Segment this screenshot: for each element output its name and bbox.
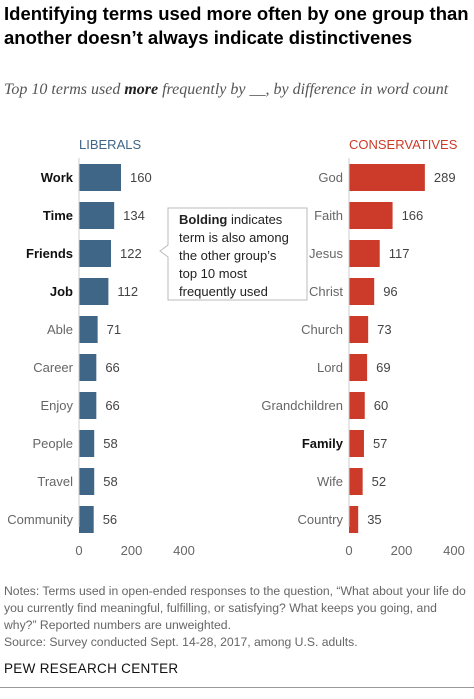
liberals-category-label: Friends <box>26 246 73 261</box>
liberals-bar <box>79 202 115 229</box>
liberals-bar <box>79 354 97 381</box>
callout-text: Bolding indicates term is also among the… <box>179 212 292 299</box>
subtitle-post: frequently by __, by difference in word … <box>158 81 449 98</box>
liberals-category-label: Able <box>47 322 73 337</box>
conservatives-value-label: 57 <box>373 436 387 451</box>
conservatives-value-label: 35 <box>367 512 381 527</box>
liberals-bar <box>79 164 121 191</box>
chart-subtitle: Top 10 terms used more frequently by __,… <box>4 79 470 100</box>
liberals-value-label: 122 <box>120 246 142 261</box>
liberals-category-label: Job <box>50 284 73 299</box>
conservatives-category-label: Country <box>297 512 343 527</box>
pew-research-center-logo: PEW RESEARCH CENTER <box>4 661 179 676</box>
bolding-callout: Bolding indicates term is also among the… <box>159 207 308 301</box>
liberals-bar <box>79 468 95 495</box>
liberals-bar <box>79 278 109 305</box>
conservatives-panel: God 289 Faith 166 Jesus 117 Christ 96 Church 73 Lo… <box>261 158 465 558</box>
liberals-value-label: 58 <box>103 436 117 451</box>
conservatives-tick-label: 200 <box>391 543 413 558</box>
conservatives-bar <box>349 202 393 229</box>
conservatives-value-label: 73 <box>377 322 391 337</box>
conservatives-value-label: 166 <box>402 208 424 223</box>
conservatives-category-label: Church <box>301 322 343 337</box>
liberals-value-label: 134 <box>123 208 145 223</box>
conservatives-tick-label: 0 <box>345 543 352 558</box>
liberals-value-label: 112 <box>117 284 138 299</box>
bar-charts: LIBERALS CONSERVATIVES Work 160 Time 134 Fri… <box>7 137 465 558</box>
conservatives-category-label: Jesus <box>309 246 343 261</box>
conservatives-bar <box>349 316 369 343</box>
conservatives-category-label: Family <box>302 436 344 451</box>
conservatives-heading: CONSERVATIVES <box>349 137 458 152</box>
liberals-value-label: 58 <box>103 474 117 489</box>
liberals-value-label: 66 <box>105 360 119 375</box>
liberals-value-label: 66 <box>105 398 119 413</box>
liberals-category-label: Time <box>43 208 73 223</box>
liberals-bar <box>79 392 97 419</box>
liberals-bar <box>79 506 94 533</box>
liberals-category-label: People <box>33 436 73 451</box>
conservatives-value-label: 60 <box>374 398 388 413</box>
conservatives-value-label: 117 <box>389 246 410 261</box>
liberals-panel: Work 160 Time 134 Friends 122 Job 112 Able 71 Care… <box>7 158 195 558</box>
conservatives-bar <box>349 278 375 305</box>
conservatives-bar <box>349 392 365 419</box>
subtitle-pre: Top 10 terms used <box>4 81 125 98</box>
source: Source: Survey conducted Sept. 14-28, 20… <box>4 635 358 649</box>
liberals-bar <box>79 430 95 457</box>
conservatives-bar <box>349 240 380 267</box>
conservatives-category-label: Faith <box>314 208 343 223</box>
liberals-category-label: Community <box>7 512 73 527</box>
conservatives-value-label: 52 <box>372 474 386 489</box>
liberals-bar <box>79 240 112 267</box>
notes: Notes: Terms used in open-ended response… <box>4 584 466 632</box>
liberals-tick-label: 400 <box>173 543 195 558</box>
conservatives-tick-label: 400 <box>443 543 465 558</box>
liberals-tick-label: 0 <box>75 543 82 558</box>
conservatives-bar <box>349 164 425 191</box>
footer-divider <box>0 687 474 688</box>
callout-box <box>159 207 308 301</box>
conservatives-bar <box>349 506 359 533</box>
liberals-bar <box>79 316 98 343</box>
liberals-tick-label: 200 <box>121 543 143 558</box>
liberals-category-label: Enjoy <box>40 398 73 413</box>
conservatives-category-label: Lord <box>317 360 343 375</box>
conservatives-category-label: Wife <box>317 474 343 489</box>
liberals-category-label: Travel <box>37 474 73 489</box>
conservatives-bar <box>349 430 364 457</box>
conservatives-value-label: 289 <box>434 170 456 185</box>
conservatives-value-label: 69 <box>376 360 390 375</box>
liberals-heading: LIBERALS <box>79 137 141 152</box>
conservatives-value-label: 96 <box>383 284 397 299</box>
conservatives-bar <box>349 468 363 495</box>
liberals-category-label: Work <box>41 170 74 185</box>
liberals-value-label: 71 <box>107 322 121 337</box>
subtitle-bold: more <box>124 81 159 98</box>
chart-title: Identifying terms used more often by one… <box>4 3 469 48</box>
liberals-category-label: Career <box>33 360 73 375</box>
liberals-value-label: 160 <box>130 170 152 185</box>
conservatives-bar <box>349 354 368 381</box>
callout-bold: Bolding <box>179 212 227 227</box>
conservatives-category-label: Christ <box>309 284 343 299</box>
conservatives-category-label: God <box>318 170 343 185</box>
conservatives-category-label: Grandchildren <box>261 398 343 413</box>
liberals-value-label: 56 <box>103 512 117 527</box>
